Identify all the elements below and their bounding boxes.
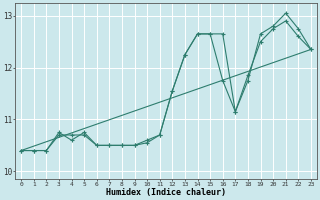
X-axis label: Humidex (Indice chaleur): Humidex (Indice chaleur) [106,188,226,197]
